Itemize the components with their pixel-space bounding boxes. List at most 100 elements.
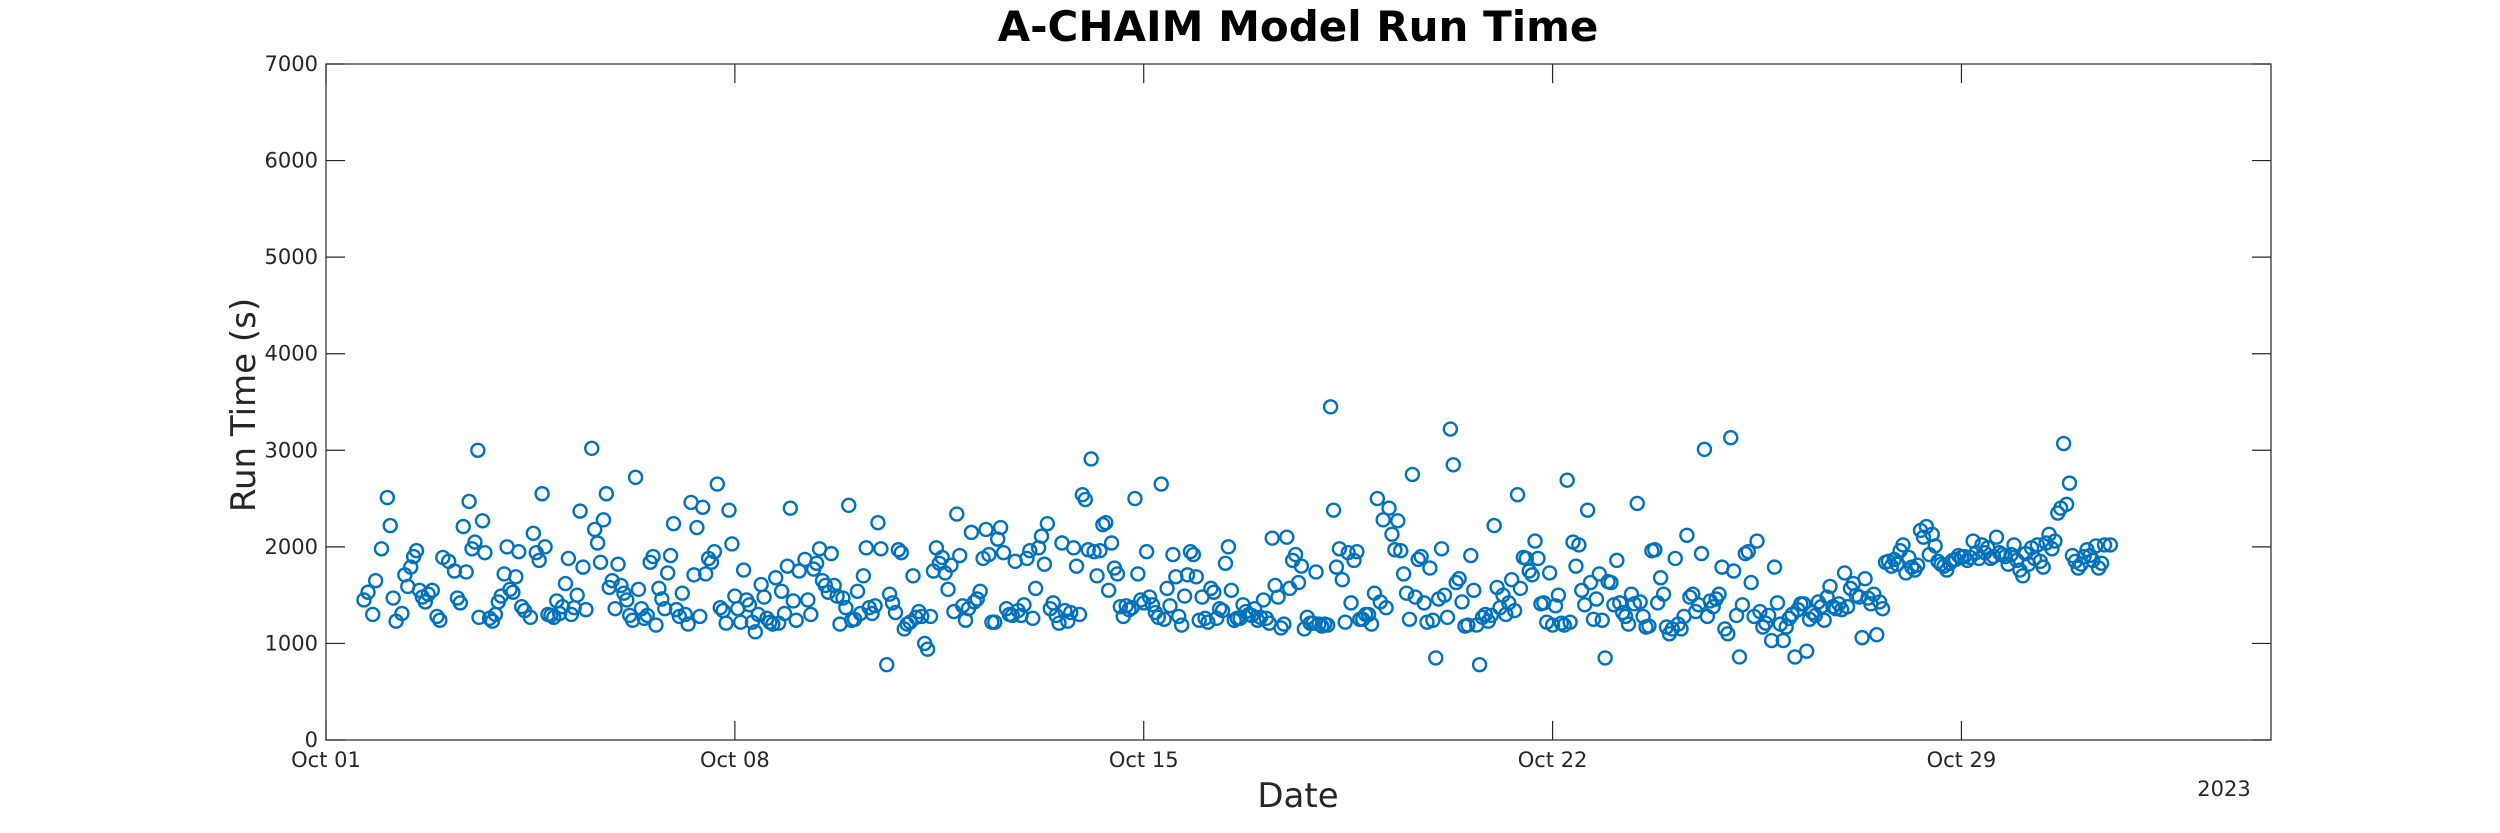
data-point xyxy=(1401,611,1418,627)
data-point xyxy=(750,606,766,623)
data-point xyxy=(1647,542,1663,558)
data-point xyxy=(1279,529,1295,545)
data-point xyxy=(1346,552,1362,569)
data-point xyxy=(791,563,807,579)
data-point xyxy=(1410,551,1426,568)
data-point xyxy=(870,515,886,531)
data-point xyxy=(1796,596,1812,612)
data-point xyxy=(1173,617,1190,633)
data-point xyxy=(756,589,772,605)
data-point xyxy=(2096,537,2113,553)
data-point xyxy=(1749,533,1765,549)
data-point xyxy=(2093,555,2110,571)
data-point xyxy=(1089,568,1105,584)
data-point xyxy=(712,599,728,616)
data-point xyxy=(1530,550,1546,567)
chart-title: A-CHAIM Model Run Time xyxy=(998,2,1599,51)
data-point xyxy=(1176,588,1193,604)
data-point xyxy=(1463,547,1479,564)
data-point xyxy=(1197,610,1213,627)
data-point xyxy=(864,605,880,622)
data-point xyxy=(662,547,679,564)
data-point xyxy=(1308,564,1324,580)
data-point xyxy=(657,600,673,617)
data-point xyxy=(940,581,956,598)
data-point xyxy=(773,583,790,599)
data-point xyxy=(477,544,493,561)
data-point xyxy=(1363,616,1380,632)
data-point xyxy=(718,615,734,631)
data-point xyxy=(420,586,436,602)
data-point xyxy=(402,559,419,575)
data-point xyxy=(808,555,825,571)
data-point xyxy=(800,592,816,608)
data-point xyxy=(1100,582,1117,599)
data-point xyxy=(1138,543,1155,560)
data-point xyxy=(1769,595,1786,611)
data-point xyxy=(592,554,609,571)
data-point xyxy=(1162,598,1178,614)
data-point xyxy=(732,614,749,630)
data-point xyxy=(385,590,401,606)
data-point xyxy=(584,440,600,457)
data-point xyxy=(943,557,959,573)
x-axis-title: Date xyxy=(1257,776,1338,816)
data-point xyxy=(1433,541,1450,557)
data-point xyxy=(905,568,921,584)
data-point xyxy=(636,610,653,627)
data-point xyxy=(873,541,889,557)
x-axis-year-label: 2023 xyxy=(2197,777,2250,801)
data-point xyxy=(572,503,588,519)
data-point xyxy=(1579,502,1596,518)
data-point xyxy=(417,594,433,610)
data-point xyxy=(867,598,883,614)
data-point xyxy=(367,572,384,589)
data-point xyxy=(1381,500,1397,516)
data-point xyxy=(505,584,521,600)
data-point xyxy=(1068,558,1085,574)
x-tick-label: Oct 29 xyxy=(1927,748,1997,772)
data-point xyxy=(1060,613,1076,629)
data-point xyxy=(1320,617,1336,633)
data-point xyxy=(1171,608,1187,625)
data-point xyxy=(1693,545,1710,562)
data-point xyxy=(424,582,441,599)
data-point xyxy=(525,525,542,542)
data-point xyxy=(1206,584,1222,600)
data-point xyxy=(2006,537,2022,553)
data-point xyxy=(534,486,550,502)
data-point xyxy=(1603,574,1619,591)
data-point xyxy=(952,547,968,564)
data-point xyxy=(365,606,381,623)
data-point xyxy=(2055,435,2072,452)
data-point xyxy=(695,499,711,515)
data-point xyxy=(373,541,390,557)
data-point xyxy=(689,519,705,536)
data-point xyxy=(1051,615,1067,631)
data-point xyxy=(630,581,647,598)
data-point xyxy=(589,535,606,551)
data-point xyxy=(1609,552,1625,569)
data-point xyxy=(1571,537,1587,553)
data-point xyxy=(1404,466,1421,483)
data-point xyxy=(1337,614,1353,630)
data-point xyxy=(379,489,396,506)
data-point xyxy=(890,542,907,558)
data-point xyxy=(471,609,487,626)
data-point xyxy=(1103,535,1120,551)
data-point xyxy=(474,513,491,529)
data-point xyxy=(511,543,527,560)
data-point xyxy=(978,521,994,538)
data-point xyxy=(826,577,842,594)
data-point xyxy=(1614,604,1631,621)
data-point xyxy=(1086,543,1102,560)
data-point xyxy=(1763,632,1780,649)
data-point xyxy=(1290,574,1307,591)
x-tick-label: Oct 01 xyxy=(291,748,361,772)
data-point xyxy=(697,566,714,582)
data-point xyxy=(1328,559,1345,575)
data-point xyxy=(1369,490,1386,507)
data-point xyxy=(1077,491,1094,508)
data-point xyxy=(1766,559,1783,575)
